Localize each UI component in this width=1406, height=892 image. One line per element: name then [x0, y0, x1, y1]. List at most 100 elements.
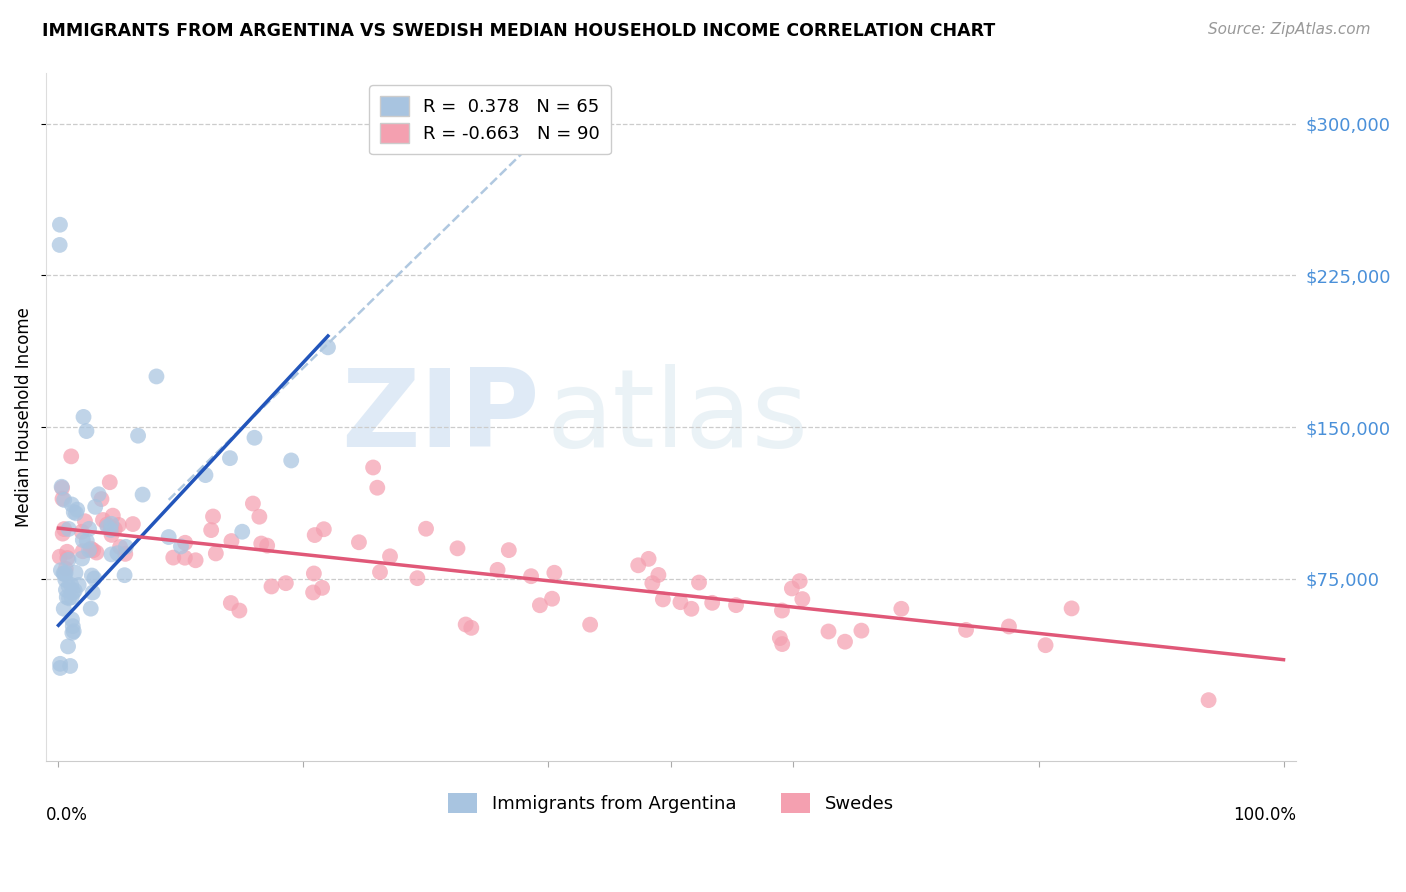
Point [228, 603, 250, 617]
Point [498, 543, 520, 558]
Point [73, 514, 96, 528]
Point [56, 640, 79, 654]
Point [53, 492, 76, 507]
Point [100, 523, 122, 537]
Point [55, 566, 77, 580]
Point [688, 575, 710, 590]
Point [627, 558, 650, 573]
Point [60, 578, 83, 592]
Point [53, 522, 76, 536]
Point [49, 218, 72, 232]
Point [998, 619, 1021, 633]
Text: 100.0%: 100.0% [1233, 805, 1296, 823]
Text: 0.0%: 0.0% [46, 805, 89, 823]
Point [316, 340, 339, 354]
Point [80, 541, 103, 556]
Point [543, 566, 565, 580]
Point [792, 592, 814, 607]
Point [56, 545, 79, 559]
Point [60, 450, 83, 464]
Point [541, 591, 564, 606]
Point [851, 624, 873, 638]
Point [75, 424, 97, 438]
Point [157, 530, 180, 544]
Point [302, 566, 325, 581]
Point [84, 500, 107, 514]
Point [174, 536, 197, 550]
Point [231, 524, 253, 539]
Point [304, 528, 326, 542]
Point [702, 596, 724, 610]
Point [219, 596, 242, 610]
Point [55, 562, 77, 576]
Point [647, 568, 669, 582]
Point [769, 631, 792, 645]
Point [65, 566, 87, 580]
Point [302, 585, 325, 599]
Point [70, 551, 93, 566]
Text: IMMIGRANTS FROM ARGENTINA VS SWEDISH MEDIAN HOUSEHOLD INCOME CORRELATION CHART: IMMIGRANTS FROM ARGENTINA VS SWEDISH MED… [42, 22, 995, 40]
Point [184, 553, 207, 567]
Point [378, 549, 401, 564]
Text: ZIP: ZIP [342, 364, 540, 470]
Point [1060, 601, 1083, 615]
Point [454, 617, 477, 632]
Point [219, 451, 242, 466]
Point [62, 619, 84, 633]
Point [83, 572, 105, 586]
Point [80, 568, 103, 582]
Point [242, 497, 264, 511]
Point [86, 545, 108, 559]
Point [955, 623, 977, 637]
Point [200, 523, 222, 537]
Point [48, 238, 70, 252]
Point [100, 548, 122, 562]
Point [58, 579, 80, 593]
Point [770, 637, 793, 651]
Point [90, 492, 112, 507]
Point [415, 522, 437, 536]
Point [460, 621, 482, 635]
Point [250, 536, 273, 550]
Point [637, 552, 659, 566]
Point [789, 574, 811, 588]
Point [66, 502, 89, 516]
Point [107, 546, 129, 560]
Point [127, 428, 149, 442]
Point [63, 583, 86, 598]
Point [104, 522, 127, 536]
Legend: Immigrants from Argentina, Swedes: Immigrants from Argentina, Swedes [441, 786, 901, 821]
Point [162, 550, 184, 565]
Point [52, 601, 75, 615]
Point [641, 576, 664, 591]
Point [194, 468, 217, 483]
Point [260, 579, 283, 593]
Point [1035, 638, 1057, 652]
Point [70, 524, 93, 539]
Point [100, 528, 122, 542]
Point [67, 578, 90, 592]
Point [243, 431, 266, 445]
Point [49, 549, 72, 564]
Point [72, 409, 94, 424]
Point [579, 617, 602, 632]
Point [77, 543, 100, 558]
Point [1198, 693, 1220, 707]
Point [406, 571, 429, 585]
Point [817, 624, 839, 639]
Point [221, 534, 243, 549]
Point [114, 547, 136, 561]
Point [62, 585, 84, 599]
Point [60, 590, 83, 604]
Text: Source: ZipAtlas.com: Source: ZipAtlas.com [1208, 22, 1371, 37]
Point [205, 546, 228, 560]
Point [834, 634, 856, 648]
Point [312, 522, 335, 536]
Point [59, 659, 82, 673]
Point [53, 567, 76, 582]
Point [780, 582, 803, 596]
Point [101, 508, 124, 523]
Point [82, 543, 104, 558]
Point [52, 566, 75, 581]
Point [55, 590, 77, 604]
